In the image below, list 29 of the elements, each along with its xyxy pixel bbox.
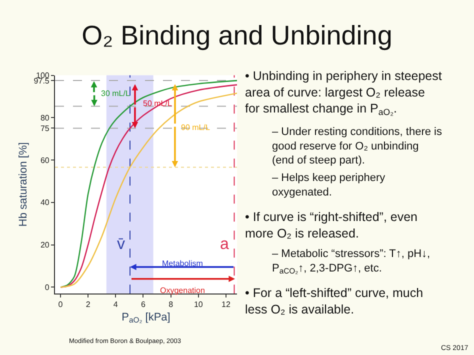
y-tick-label: 97.5: [34, 76, 50, 86]
x-tick-label: 10: [194, 300, 204, 310]
x-tick-label: 2: [86, 300, 91, 310]
text: • For a “left-shifted” curve, much less O₂ is available.: [245, 286, 424, 316]
text: • If curve is “right-shifted”, even more O₂ is released.: [245, 210, 418, 240]
annotation: 90 mL/L: [181, 123, 210, 132]
x-tick-label: 0: [58, 300, 64, 310]
x-axis-title: P$_{aO₂}$ [kPa]: [122, 311, 170, 325]
text: • Unbinding in periphery in steepest area of curve: largest O₂ release for smallest change in P$_{aO₂}$.: [245, 69, 442, 118]
chart-title: O₂ Binding and Unbinding: [82, 20, 392, 50]
y-tick-label: 40: [40, 198, 50, 208]
annotation: 30 mL/L: [101, 89, 130, 98]
y-axis-title: Hb saturation [%]: [17, 142, 30, 227]
ref-line-label: v̄: [117, 236, 125, 253]
y-tick-label: 0: [44, 283, 50, 292]
y-tick-label: 80: [40, 113, 50, 122]
y-tick-label: 60: [40, 156, 50, 165]
text: – Helps keep periphery oxygenated.: [272, 172, 386, 198]
ref-line-label: a: [220, 236, 229, 253]
text: – Under resting conditions, there is good reserve for O₂ unbinding (end of steep part).: [272, 126, 442, 167]
x-tick-label: 12: [222, 300, 231, 310]
annotation: Oxygenation: [160, 286, 205, 295]
y-tick-label: 20: [40, 240, 50, 250]
x-tick-label: 4: [113, 300, 118, 310]
x-tick-label: 6: [141, 300, 146, 310]
x-tick-label: 8: [168, 300, 174, 310]
text: – Metabolic “stressors”: T↑, pH↓, P$_{aCO₂}$↑, 2,3-DPG↑, etc.: [272, 248, 430, 276]
y-tick-label: 75: [40, 124, 50, 134]
annotation: Metabolism: [162, 259, 204, 268]
